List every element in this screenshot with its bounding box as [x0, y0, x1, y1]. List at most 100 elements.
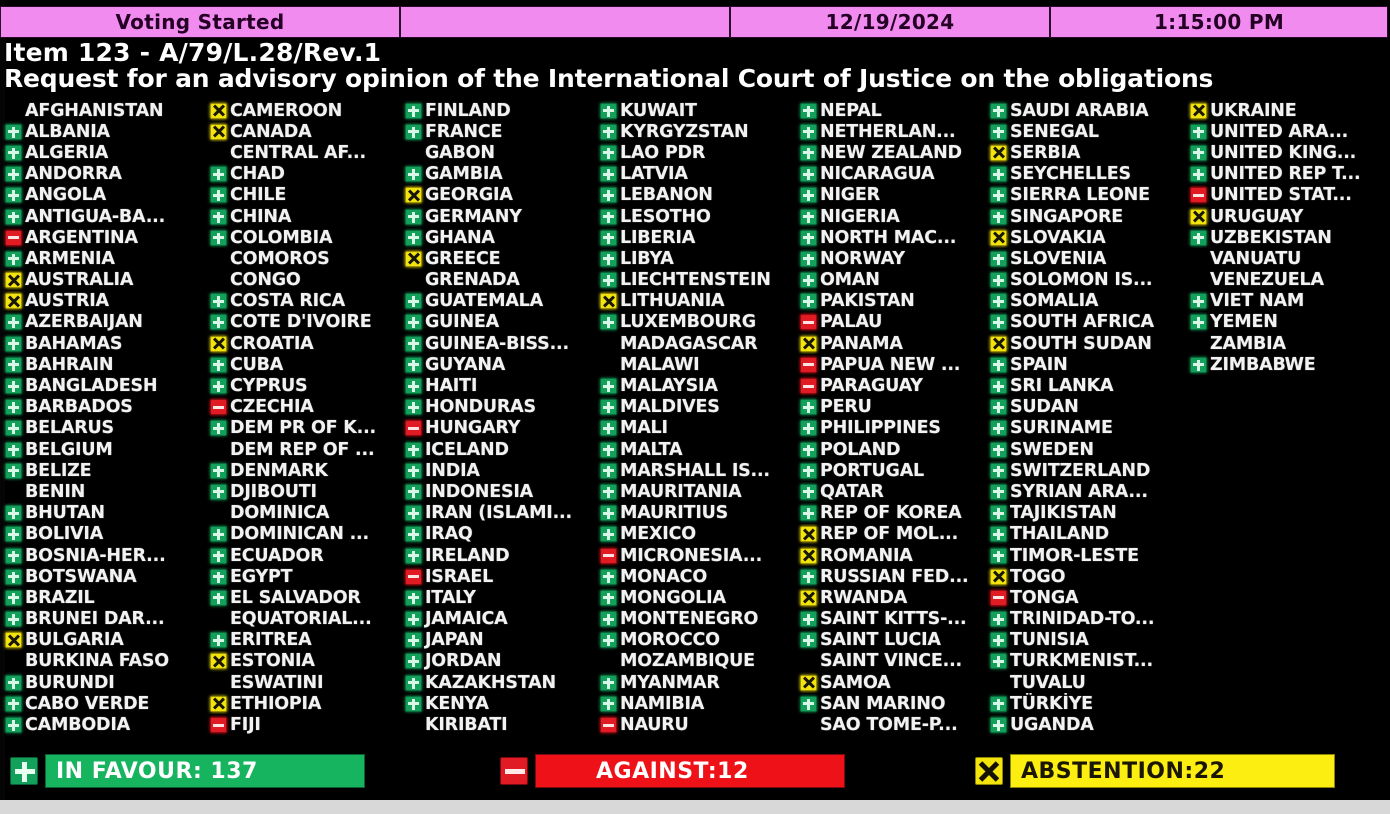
- country-row[interactable]: ESTONIA: [205, 651, 400, 672]
- country-row[interactable]: NAURU: [595, 714, 795, 735]
- country-row[interactable]: DEM REP OF ...: [205, 439, 400, 460]
- country-row[interactable]: ARGENTINA: [0, 227, 205, 248]
- country-row[interactable]: MONGOLIA: [595, 587, 795, 608]
- country-row[interactable]: RWANDA: [795, 587, 985, 608]
- country-row[interactable]: KIRIBATI: [400, 714, 595, 735]
- country-row[interactable]: ANDORRA: [0, 164, 205, 185]
- country-row[interactable]: CAMEROON: [205, 100, 400, 121]
- country-row[interactable]: INDONESIA: [400, 481, 595, 502]
- country-row[interactable]: KENYA: [400, 693, 595, 714]
- country-row[interactable]: LIBERIA: [595, 227, 795, 248]
- country-row[interactable]: NEW ZEALAND: [795, 142, 985, 163]
- country-row[interactable]: NAMIBIA: [595, 693, 795, 714]
- country-row[interactable]: SAINT KITTS-...: [795, 609, 985, 630]
- country-row[interactable]: TOGO: [985, 566, 1185, 587]
- country-row[interactable]: CENTRAL AF...: [205, 142, 400, 163]
- country-row[interactable]: CHINA: [205, 206, 400, 227]
- country-row[interactable]: BELGIUM: [0, 439, 205, 460]
- country-row[interactable]: CZECHIA: [205, 397, 400, 418]
- country-row[interactable]: GUATEMALA: [400, 291, 595, 312]
- country-row[interactable]: MOZAMBIQUE: [595, 651, 795, 672]
- country-row[interactable]: RUSSIAN FED...: [795, 566, 985, 587]
- country-row[interactable]: SAO TOME-P...: [795, 714, 985, 735]
- country-row[interactable]: PANAMA: [795, 333, 985, 354]
- country-row[interactable]: NIGER: [795, 185, 985, 206]
- country-row[interactable]: PAKISTAN: [795, 291, 985, 312]
- country-row[interactable]: KYRGYZSTAN: [595, 121, 795, 142]
- country-row[interactable]: SINGAPORE: [985, 206, 1185, 227]
- country-row[interactable]: MARSHALL IS...: [595, 460, 795, 481]
- country-row[interactable]: GHANA: [400, 227, 595, 248]
- country-row[interactable]: IRAQ: [400, 524, 595, 545]
- country-row[interactable]: AUSTRIA: [0, 291, 205, 312]
- country-row[interactable]: MALAYSIA: [595, 375, 795, 396]
- country-row[interactable]: SAINT VINCE...: [795, 651, 985, 672]
- country-row[interactable]: TURKMENIST...: [985, 651, 1185, 672]
- country-row[interactable]: CUBA: [205, 354, 400, 375]
- country-row[interactable]: MICRONESIA...: [595, 545, 795, 566]
- country-row[interactable]: NORTH MAC...: [795, 227, 985, 248]
- country-row[interactable]: BRUNEI DAR...: [0, 609, 205, 630]
- country-row[interactable]: OMAN: [795, 270, 985, 291]
- country-row[interactable]: ECUADOR: [205, 545, 400, 566]
- country-row[interactable]: GERMANY: [400, 206, 595, 227]
- country-row[interactable]: SOUTH SUDAN: [985, 333, 1185, 354]
- country-row[interactable]: BURKINA FASO: [0, 651, 205, 672]
- country-row[interactable]: GRENADA: [400, 270, 595, 291]
- country-row[interactable]: BOLIVIA: [0, 524, 205, 545]
- country-row[interactable]: CYPRUS: [205, 375, 400, 396]
- country-row[interactable]: TUNISIA: [985, 630, 1185, 651]
- country-row[interactable]: KUWAIT: [595, 100, 795, 121]
- country-row[interactable]: BAHRAIN: [0, 354, 205, 375]
- country-row[interactable]: LEBANON: [595, 185, 795, 206]
- country-row[interactable]: MALTA: [595, 439, 795, 460]
- country-row[interactable]: DEM PR OF K...: [205, 418, 400, 439]
- country-row[interactable]: MALDIVES: [595, 397, 795, 418]
- country-row[interactable]: BAHAMAS: [0, 333, 205, 354]
- country-row[interactable]: ANTIGUA-BA...: [0, 206, 205, 227]
- country-row[interactable]: TIMOR-LESTE: [985, 545, 1185, 566]
- country-row[interactable]: BOTSWANA: [0, 566, 205, 587]
- country-row[interactable]: SAINT LUCIA: [795, 630, 985, 651]
- country-row[interactable]: SEYCHELLES: [985, 164, 1185, 185]
- country-row[interactable]: NICARAGUA: [795, 164, 985, 185]
- country-row[interactable]: BANGLADESH: [0, 375, 205, 396]
- country-row[interactable]: PERU: [795, 397, 985, 418]
- country-row[interactable]: JORDAN: [400, 651, 595, 672]
- country-row[interactable]: BULGARIA: [0, 630, 205, 651]
- country-row[interactable]: CROATIA: [205, 333, 400, 354]
- country-row[interactable]: DOMINICAN ...: [205, 524, 400, 545]
- country-row[interactable]: JAMAICA: [400, 609, 595, 630]
- country-row[interactable]: GREECE: [400, 248, 595, 269]
- country-row[interactable]: GAMBIA: [400, 164, 595, 185]
- country-row[interactable]: HUNGARY: [400, 418, 595, 439]
- country-row[interactable]: INDIA: [400, 460, 595, 481]
- country-row[interactable]: SPAIN: [985, 354, 1185, 375]
- country-row[interactable]: TUVALU: [985, 672, 1185, 693]
- country-row[interactable]: PALAU: [795, 312, 985, 333]
- country-row[interactable]: SAMOA: [795, 672, 985, 693]
- country-row[interactable]: NORWAY: [795, 248, 985, 269]
- country-row[interactable]: TONGA: [985, 587, 1185, 608]
- country-row[interactable]: MAURITIUS: [595, 503, 795, 524]
- country-row[interactable]: ETHIOPIA: [205, 693, 400, 714]
- country-row[interactable]: UNITED KING...: [1185, 142, 1390, 163]
- country-row[interactable]: NETHERLAN...: [795, 121, 985, 142]
- country-row[interactable]: BARBADOS: [0, 397, 205, 418]
- country-row[interactable]: NIGERIA: [795, 206, 985, 227]
- country-row[interactable]: CHILE: [205, 185, 400, 206]
- country-row[interactable]: LESOTHO: [595, 206, 795, 227]
- country-row[interactable]: ARMENIA: [0, 248, 205, 269]
- country-row[interactable]: ANGOLA: [0, 185, 205, 206]
- country-row[interactable]: PARAGUAY: [795, 375, 985, 396]
- country-row[interactable]: SIERRA LEONE: [985, 185, 1185, 206]
- country-row[interactable]: FRANCE: [400, 121, 595, 142]
- country-row[interactable]: CONGO: [205, 270, 400, 291]
- country-row[interactable]: ROMANIA: [795, 545, 985, 566]
- country-row[interactable]: COTE D'IVOIRE: [205, 312, 400, 333]
- country-row[interactable]: UZBEKISTAN: [1185, 227, 1390, 248]
- country-row[interactable]: VIET NAM: [1185, 291, 1390, 312]
- country-row[interactable]: FIJI: [205, 714, 400, 735]
- country-row[interactable]: YEMEN: [1185, 312, 1390, 333]
- country-row[interactable]: AUSTRALIA: [0, 270, 205, 291]
